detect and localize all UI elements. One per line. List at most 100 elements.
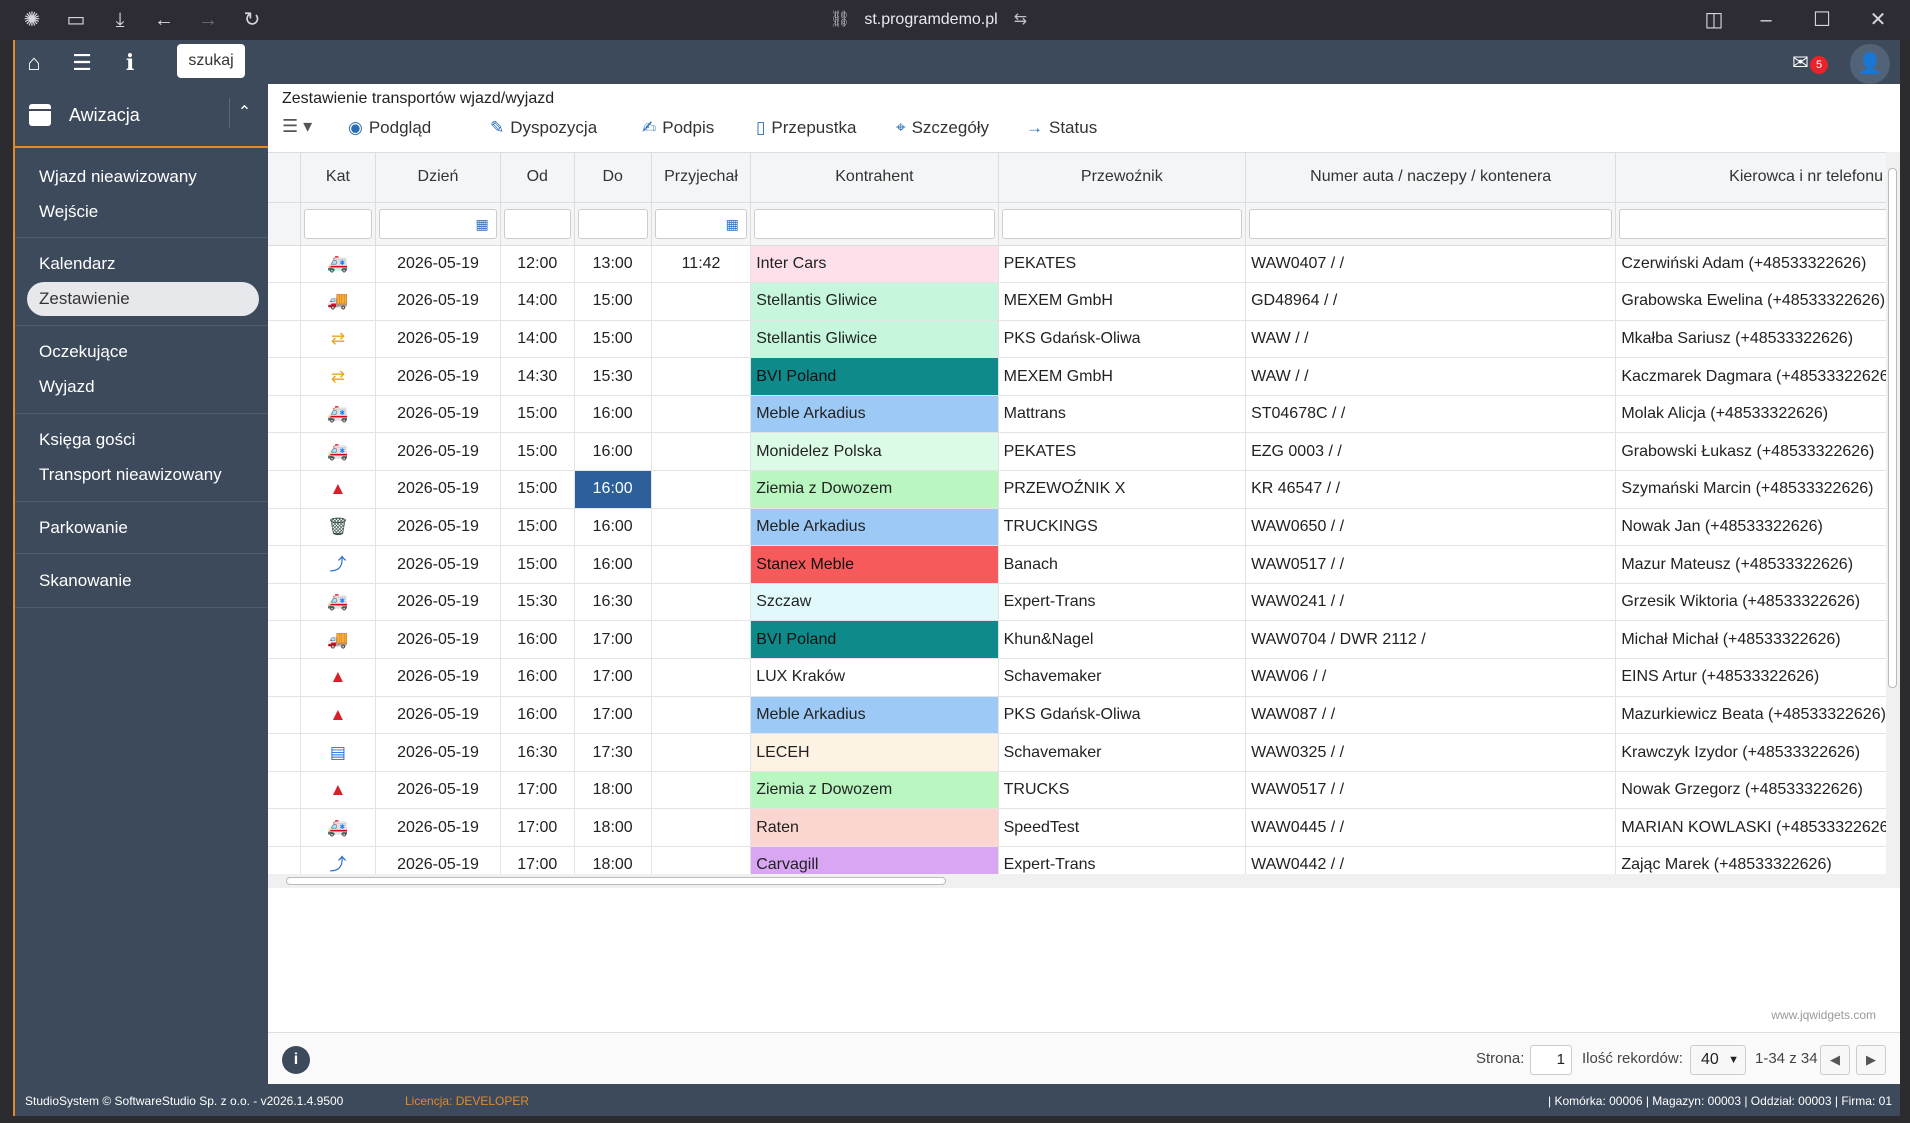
- contractor-cell[interactable]: BVI Poland: [750, 357, 999, 396]
- carrier-cell[interactable]: TRUCKINGS: [998, 508, 1247, 547]
- to-cell[interactable]: 16:00: [574, 508, 652, 547]
- arrived-cell[interactable]: [651, 282, 752, 321]
- mail-icon[interactable]: ✉: [1792, 52, 1809, 74]
- from-cell[interactable]: 16:00: [500, 696, 575, 735]
- from-cell[interactable]: 14:00: [500, 320, 575, 359]
- column-header-przyjechal[interactable]: Przyjechał: [651, 153, 752, 203]
- calendar-picker-icon[interactable]: ▦: [475, 215, 489, 232]
- contractor-cell[interactable]: BVI Poland: [750, 620, 999, 660]
- info-circle-icon[interactable]: i: [282, 1046, 310, 1074]
- arrived-cell[interactable]: [651, 395, 752, 434]
- day-cell[interactable]: 2026-05-19: [375, 808, 502, 847]
- filter-input-do[interactable]: [577, 208, 648, 239]
- to-cell[interactable]: 17:30: [574, 733, 652, 772]
- row-selector-cell[interactable]: [268, 357, 301, 396]
- day-cell[interactable]: 2026-05-19: [375, 846, 502, 874]
- to-cell[interactable]: 16:00: [574, 545, 652, 584]
- records-per-page-select[interactable]: 40 ▼: [1690, 1045, 1746, 1075]
- driver-cell[interactable]: Mazurkiewicz Beata (+48533322626): [1615, 696, 1900, 735]
- to-cell[interactable]: 16:00: [574, 395, 652, 434]
- plate-cell[interactable]: KR 46547 / /: [1245, 470, 1617, 509]
- to-cell[interactable]: 18:00: [574, 771, 652, 810]
- to-cell[interactable]: 17:00: [574, 696, 652, 735]
- row-selector-cell[interactable]: [268, 470, 301, 509]
- row-selector-cell[interactable]: [268, 395, 301, 434]
- from-cell[interactable]: 16:00: [500, 620, 575, 660]
- carrier-cell[interactable]: Schavemaker: [998, 733, 1247, 772]
- table-row[interactable]: ▲ 2026-05-19 16:00 17:00 Meble Arkadius PKS G…: [268, 696, 1900, 735]
- day-cell[interactable]: 2026-05-19: [375, 395, 502, 434]
- day-cell[interactable]: 2026-05-19: [375, 282, 502, 321]
- from-cell[interactable]: 15:00: [500, 508, 575, 547]
- carrier-cell[interactable]: PKS Gdańsk-Oliwa: [998, 696, 1247, 735]
- plate-cell[interactable]: GD48964 / /: [1245, 282, 1617, 321]
- contractor-cell[interactable]: Meble Arkadius: [750, 508, 999, 547]
- row-selector-cell[interactable]: [268, 432, 301, 472]
- download-icon[interactable]: ⤓: [115, 9, 125, 31]
- table-row[interactable]: 🚚 2026-05-19 14:00 15:00 Stellantis Gliwice M…: [268, 282, 1900, 321]
- column-header-kontrahent[interactable]: Kontrahent: [750, 153, 999, 203]
- table-row[interactable]: 🚚 2026-05-19 16:00 17:00 BVI Poland Khun&Nage…: [268, 620, 1900, 660]
- from-cell[interactable]: 14:30: [500, 357, 575, 396]
- page-input[interactable]: 1: [1530, 1045, 1572, 1075]
- column-header-od[interactable]: Od: [500, 153, 575, 203]
- contractor-cell[interactable]: Ziemia z Dowozem: [750, 470, 999, 509]
- back-icon[interactable]: ←: [154, 9, 174, 31]
- driver-cell[interactable]: Grzesik Wiktoria (+48533322626): [1615, 583, 1900, 622]
- carrier-cell[interactable]: MEXEM GmbH: [998, 282, 1247, 321]
- arrived-cell[interactable]: [651, 508, 752, 547]
- table-row[interactable]: ⇄ 2026-05-19 14:00 15:00 Stellantis Gliwice P…: [268, 320, 1900, 359]
- collapse-menu-icon[interactable]: ☰: [72, 50, 92, 75]
- browser-logo-icon[interactable]: ✺: [23, 9, 41, 31]
- plate-cell[interactable]: WAW0407 / /: [1245, 245, 1617, 284]
- category-cell[interactable]: 🚚: [300, 620, 376, 660]
- horizontal-scroll-thumb[interactable]: [286, 877, 946, 885]
- table-row[interactable]: ⤴ 2026-05-19 17:00 18:00 Carvagill Expert-Tra…: [268, 846, 1900, 874]
- minimize-icon[interactable]: –: [1760, 9, 1772, 31]
- reload-icon[interactable]: ↻: [243, 9, 261, 31]
- category-cell[interactable]: ▲: [300, 696, 376, 735]
- column-header-przewoznik[interactable]: Przewoźnik: [998, 153, 1247, 203]
- arrived-cell[interactable]: [651, 583, 752, 622]
- day-cell[interactable]: 2026-05-19: [375, 620, 502, 660]
- category-cell[interactable]: ▤: [300, 733, 376, 772]
- filter-input-numer-auta[interactable]: [1249, 208, 1613, 239]
- filter-input-kat[interactable]: [303, 208, 372, 239]
- driver-cell[interactable]: Nowak Jan (+48533322626): [1615, 508, 1900, 547]
- column-header-kierowca[interactable]: Kierowca i nr telefonu: [1615, 153, 1900, 203]
- category-cell[interactable]: 🚑: [300, 245, 376, 284]
- from-cell[interactable]: 15:00: [500, 545, 575, 584]
- hamburger-menu-icon[interactable]: ☰ ▾: [282, 116, 313, 136]
- driver-cell[interactable]: EINS Artur (+48533322626): [1615, 658, 1900, 697]
- arrived-cell[interactable]: [651, 432, 752, 472]
- arrived-cell[interactable]: [651, 545, 752, 584]
- carrier-cell[interactable]: Banach: [998, 545, 1247, 584]
- carrier-cell[interactable]: Schavemaker: [998, 658, 1247, 697]
- row-selector-cell[interactable]: [268, 658, 301, 697]
- column-header-do[interactable]: Do: [574, 153, 652, 203]
- home-icon[interactable]: ⌂: [27, 50, 41, 75]
- arrived-cell[interactable]: [651, 846, 752, 874]
- column-header-kat[interactable]: Kat: [300, 153, 376, 203]
- filter-input-kontrahent[interactable]: [754, 208, 995, 239]
- sidebar-item-zestawienie[interactable]: Zestawienie: [27, 282, 259, 316]
- driver-cell[interactable]: Nowak Grzegorz (+48533322626): [1615, 771, 1900, 810]
- table-row[interactable]: ▤ 2026-05-19 16:30 17:30 LECEH Schavemaker WAW…: [268, 733, 1900, 772]
- from-cell[interactable]: 15:30: [500, 583, 575, 622]
- table-row[interactable]: 🚑 2026-05-19 15:30 16:30 Szczaw Expert-Trans W…: [268, 583, 1900, 622]
- category-cell[interactable]: ▲: [300, 771, 376, 810]
- filter-input-dzien[interactable]: ▦: [378, 208, 498, 239]
- to-cell[interactable]: 18:00: [574, 846, 652, 874]
- search-button[interactable]: szukaj: [177, 44, 245, 78]
- preview-button[interactable]: ◉ Podgląd: [348, 116, 431, 140]
- sidebar-item-wyjazd[interactable]: Wyjazd: [39, 377, 95, 396]
- table-row[interactable]: 🚑 2026-05-19 15:00 16:00 Monidelez Polska PEK…: [268, 432, 1900, 472]
- from-cell[interactable]: 17:00: [500, 846, 575, 874]
- row-selector-cell[interactable]: [268, 508, 301, 547]
- from-cell[interactable]: 14:00: [500, 282, 575, 321]
- pass-button[interactable]: ▯ Przepustka: [756, 116, 856, 140]
- to-cell[interactable]: 18:00: [574, 808, 652, 847]
- arrived-cell[interactable]: [651, 320, 752, 359]
- info-icon[interactable]: i: [125, 50, 135, 76]
- to-cell[interactable]: 16:00: [574, 470, 652, 509]
